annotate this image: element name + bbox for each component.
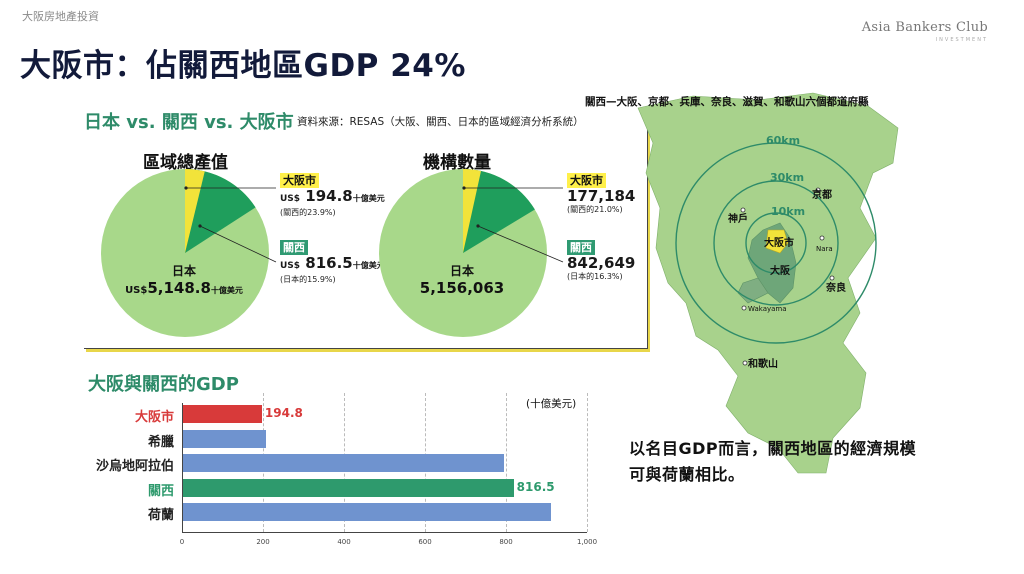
callout-value: 177,184: [567, 187, 636, 205]
category-label: 荷蘭: [147, 508, 174, 523]
page-title: 大阪市：佔關西地區GDP 24%: [20, 48, 466, 84]
x-tick-label: 0: [179, 537, 185, 546]
tag-osaka: 大阪市: [567, 173, 606, 188]
category-label: 大阪市: [134, 410, 174, 425]
callout-osaka-establishments: 大阪市 177,184 (關西的21.0%): [567, 169, 635, 215]
pie-center-label: 日本: [449, 264, 474, 278]
map-label-osaka: 大阪: [770, 264, 791, 277]
pie-title-establishments: 機構數量: [423, 153, 491, 173]
callout-kansai-gdp: 關西 US$ 816.5十億美元 (日本的15.9%): [280, 236, 385, 285]
callout-note: (關西的23.9%): [280, 208, 336, 217]
callout-value: 194.8: [305, 187, 353, 205]
callout-note: (日本的16.3%): [567, 272, 623, 281]
bar: [183, 503, 551, 521]
bar-data-label: 194.8: [264, 406, 303, 420]
map-label-nara-en: Nara: [816, 245, 833, 253]
x-tick-label: 400: [337, 537, 351, 546]
comparison-frame: [84, 128, 648, 349]
ring-label-10: 10km: [771, 205, 805, 218]
callout-value: 842,649: [567, 254, 636, 272]
category-label: 希臘: [147, 434, 174, 450]
bar-chart-unit: (十億美元): [526, 398, 577, 410]
pie-title-gdp: 區域總產值: [143, 153, 228, 173]
x-axis-line: [182, 531, 587, 533]
map-label-nara: 奈良: [825, 281, 846, 294]
tag-osaka: 大阪市: [280, 173, 319, 188]
map-label-wakayama: 和歌山: [747, 357, 778, 370]
frame-shadow: [86, 131, 650, 352]
bar: [183, 405, 262, 423]
x-tick-label: 1,000: [576, 537, 598, 546]
pie-center-label: 日本: [171, 264, 196, 278]
ring-label-60: 60km: [766, 134, 800, 147]
ring-label-30: 30km: [770, 171, 804, 184]
map-label-kyoto: 京都: [812, 188, 832, 201]
pie-center-gdp: 日本 US$5,148.8十億美元: [116, 262, 252, 297]
callout-note: (日本的15.9%): [280, 275, 336, 284]
brand-subtitle: INVESTMENT: [935, 37, 988, 43]
callout-prefix: US$: [280, 194, 301, 204]
callout-note: (關西的21.0%): [567, 205, 623, 214]
map-label-osaka-city: 大阪市: [764, 236, 794, 249]
callout-prefix: US$: [280, 261, 301, 271]
pie-center-unit: 十億美元: [210, 286, 243, 295]
pie-center-value: 5,156,063: [419, 279, 505, 297]
supertitle: 大阪房地產投資: [22, 10, 99, 23]
gridline: [506, 393, 507, 532]
tag-kansai: 關西: [280, 240, 308, 255]
kansai-map: 60km 30km 10km 京都 神戶 大阪市 大阪 Nara 奈良 Waka…: [637, 92, 899, 474]
map-caption: 關西—大阪、京都、兵庫、奈良、滋賀、和歌山六個都道府縣: [585, 96, 869, 108]
callout-value: 816.5: [305, 254, 353, 272]
tag-kansai: 關西: [567, 240, 595, 255]
callout-osaka-gdp: 大阪市 US$ 194.8十億美元 (關西的23.9%): [280, 169, 385, 218]
callout-unit: 十億美元: [352, 261, 385, 270]
gridline: [587, 393, 588, 532]
callout-unit: 十億美元: [352, 194, 385, 203]
y-axis-line: [182, 403, 183, 532]
x-tick-label: 600: [418, 537, 432, 546]
bar: [183, 429, 267, 448]
brand-logo: Asia Bankers Club: [861, 20, 988, 35]
pie-center-value: 5,148.8: [147, 279, 211, 297]
bar-chart-title: 大阪與關西的GDP: [88, 374, 239, 395]
bar-data-label: 816.5: [516, 479, 555, 494]
pie-slice-osaka: [463, 169, 482, 253]
bar: [183, 478, 514, 497]
bar: [183, 454, 505, 472]
category-label: 沙烏地阿拉伯: [95, 459, 174, 474]
map-osaka-city: [765, 229, 789, 254]
data-source: 資料來源：RESAS（大阪、關西、日本的區域經濟分析系統）: [297, 116, 584, 128]
conclusion-text: 以名目GDP而言，關西地區的經濟規模可與荷蘭相比。: [629, 439, 917, 484]
pie-center-prefix: US$: [125, 285, 148, 296]
pie-slice-osaka: [185, 169, 205, 253]
category-label: 關西: [147, 483, 174, 499]
callout-kansai-establishments: 關西 842,649 (日本的16.3%): [567, 236, 635, 282]
x-tick-label: 800: [499, 537, 513, 546]
x-tick-label: 200: [256, 537, 270, 546]
map-label-kobe: 神戶: [728, 212, 748, 225]
map-label-wakayama-en: Wakayama: [748, 305, 787, 313]
pie-center-establishments: 日本 5,156,063: [394, 262, 530, 297]
comparison-title: 日本 vs. 關西 vs. 大阪市: [84, 112, 294, 133]
